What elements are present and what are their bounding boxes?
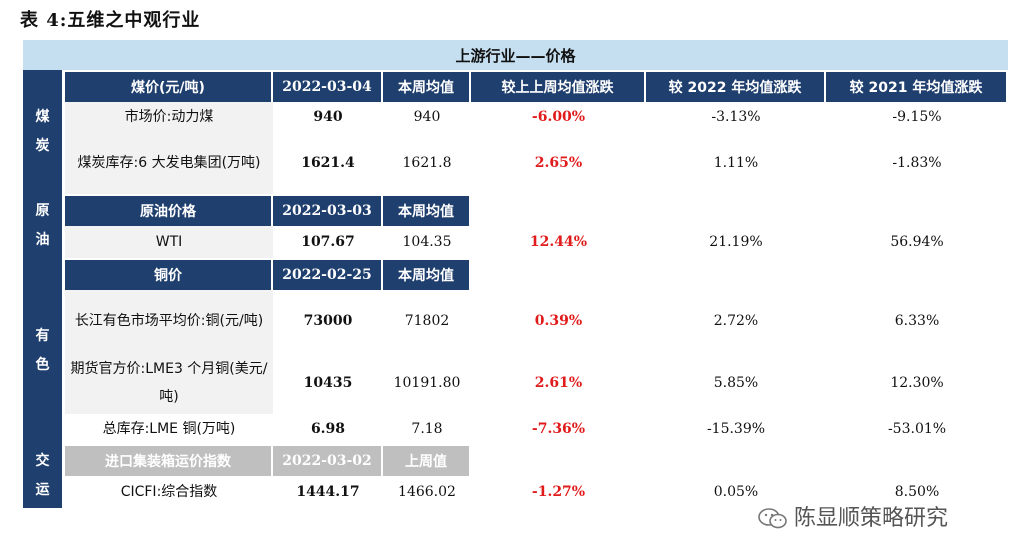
- coal-header-title: 煤价(元/吨): [65, 70, 273, 102]
- weekly-average: 7.18: [411, 421, 443, 437]
- vs-2022-change: -15.39%: [706, 421, 766, 437]
- metal-header-date: 2022-02-25: [273, 258, 383, 290]
- section-label-transport: 交运: [23, 444, 65, 508]
- weekly-average: 104.35: [402, 234, 452, 250]
- table-row: 期货官方价:LME3 个月铜(美元/吨) 10435 10191.80 2.61…: [23, 352, 1008, 414]
- latest-value: 1444.17: [296, 484, 360, 500]
- wow-change: -1.27%: [531, 484, 586, 500]
- weekly-average: 10191.80: [393, 375, 461, 391]
- row-label: 总库存:LME 铜(万吨): [65, 414, 273, 444]
- latest-value: 107.67: [301, 234, 355, 250]
- latest-value: 1621.4: [301, 155, 355, 171]
- metal-header-avg: 本周均值: [383, 258, 471, 290]
- wow-change: 0.39%: [534, 313, 583, 329]
- coal-header-avg: 本周均值: [383, 70, 471, 102]
- watermark-text: 陈显顺策略研究: [794, 506, 949, 531]
- vs-2021-change: -9.15%: [892, 109, 942, 125]
- metal-header-title: 铜价: [65, 258, 273, 290]
- industry-price-table: 上游行业——价格 煤炭 煤价(元/吨) 2022-03-04 本周均值 较上上周…: [23, 40, 1009, 508]
- table-caption: 表 4:五维之中观行业: [20, 10, 201, 31]
- vs-2022-change: -3.13%: [711, 109, 761, 125]
- weekly-average: 71802: [404, 313, 450, 329]
- watermark: 陈显顺策略研究: [758, 500, 948, 532]
- row-label: CICFI:综合指数: [65, 476, 273, 508]
- vs-2022-change: 5.85%: [713, 375, 759, 391]
- latest-value: 10435: [303, 375, 353, 391]
- row-label: 市场价:动力煤: [65, 102, 273, 132]
- wow-change: 2.61%: [534, 375, 583, 391]
- header-wow: 较上上周均值涨跌: [471, 70, 646, 102]
- oil-header-date: 2022-03-03: [273, 194, 383, 226]
- latest-value: 6.98: [310, 421, 346, 437]
- transport-header-title: 进口集装箱运价指数: [65, 444, 273, 476]
- latest-value: 73000: [303, 313, 353, 329]
- vs-2021-change: 6.33%: [894, 313, 940, 329]
- row-label: 长江有色市场平均价:铜(元/吨): [65, 290, 273, 352]
- vs-2022-change: 2.72%: [713, 313, 759, 329]
- vs-2022-change: 0.05%: [713, 484, 759, 500]
- table-row: 煤炭库存:6 大发电集团(万吨) 1621.4 1621.8 2.65% 1.1…: [23, 132, 1008, 194]
- wechat-icon: [758, 508, 788, 530]
- table-row: 总库存:LME 铜(万吨) 6.98 7.18 -7.36% -15.39% -…: [23, 414, 1008, 444]
- vs-2021-change: 56.94%: [890, 234, 944, 250]
- vs-2021-change: 8.50%: [894, 484, 940, 500]
- wow-change: -6.00%: [531, 109, 586, 125]
- weekly-average: 940: [413, 109, 441, 125]
- transport-header-prev: 上周值: [383, 444, 471, 476]
- row-label: 煤炭库存:6 大发电集团(万吨): [65, 132, 273, 194]
- coal-header-date: 2022-03-04: [273, 70, 383, 102]
- section-label-oil: 原油: [23, 194, 65, 258]
- header-vs-2022: 较 2022 年均值涨跌: [646, 70, 826, 102]
- vs-2021-change: -53.01%: [887, 421, 947, 437]
- row-label: WTI: [65, 226, 273, 258]
- vs-2021-change: 12.30%: [890, 375, 944, 391]
- oil-header-avg: 本周均值: [383, 194, 471, 226]
- transport-header-date: 2022-03-02: [273, 444, 383, 476]
- table-row: WTI 107.67 104.35 12.44% 21.19% 56.94%: [23, 226, 1008, 258]
- vs-2022-change: 21.19%: [709, 234, 763, 250]
- row-label: 期货官方价:LME3 个月铜(美元/吨): [65, 352, 273, 414]
- vs-2022-change: 1.11%: [713, 155, 759, 171]
- section-label-coal: 煤炭: [23, 70, 65, 194]
- table-row: 市场价:动力煤 940 940 -6.00% -3.13% -9.15%: [23, 102, 1008, 132]
- wow-change: -7.36%: [531, 421, 586, 437]
- wow-change: 2.65%: [534, 155, 583, 171]
- weekly-average: 1621.8: [402, 155, 452, 171]
- vs-2021-change: -1.83%: [892, 155, 942, 171]
- section-label-metals: 有色: [23, 258, 65, 444]
- latest-value: 940: [313, 109, 343, 125]
- table-row: 长江有色市场平均价:铜(元/吨) 73000 71802 0.39% 2.72%…: [23, 290, 1008, 352]
- wow-change: 12.44%: [529, 234, 588, 250]
- oil-header-title: 原油价格: [65, 194, 273, 226]
- table-banner: 上游行业——价格: [23, 40, 1009, 70]
- table-row: CICFI:综合指数 1444.17 1466.02 -1.27% 0.05% …: [23, 476, 1008, 508]
- header-vs-2021: 较 2021 年均值涨跌: [826, 70, 1009, 102]
- weekly-average: 1466.02: [398, 484, 456, 500]
